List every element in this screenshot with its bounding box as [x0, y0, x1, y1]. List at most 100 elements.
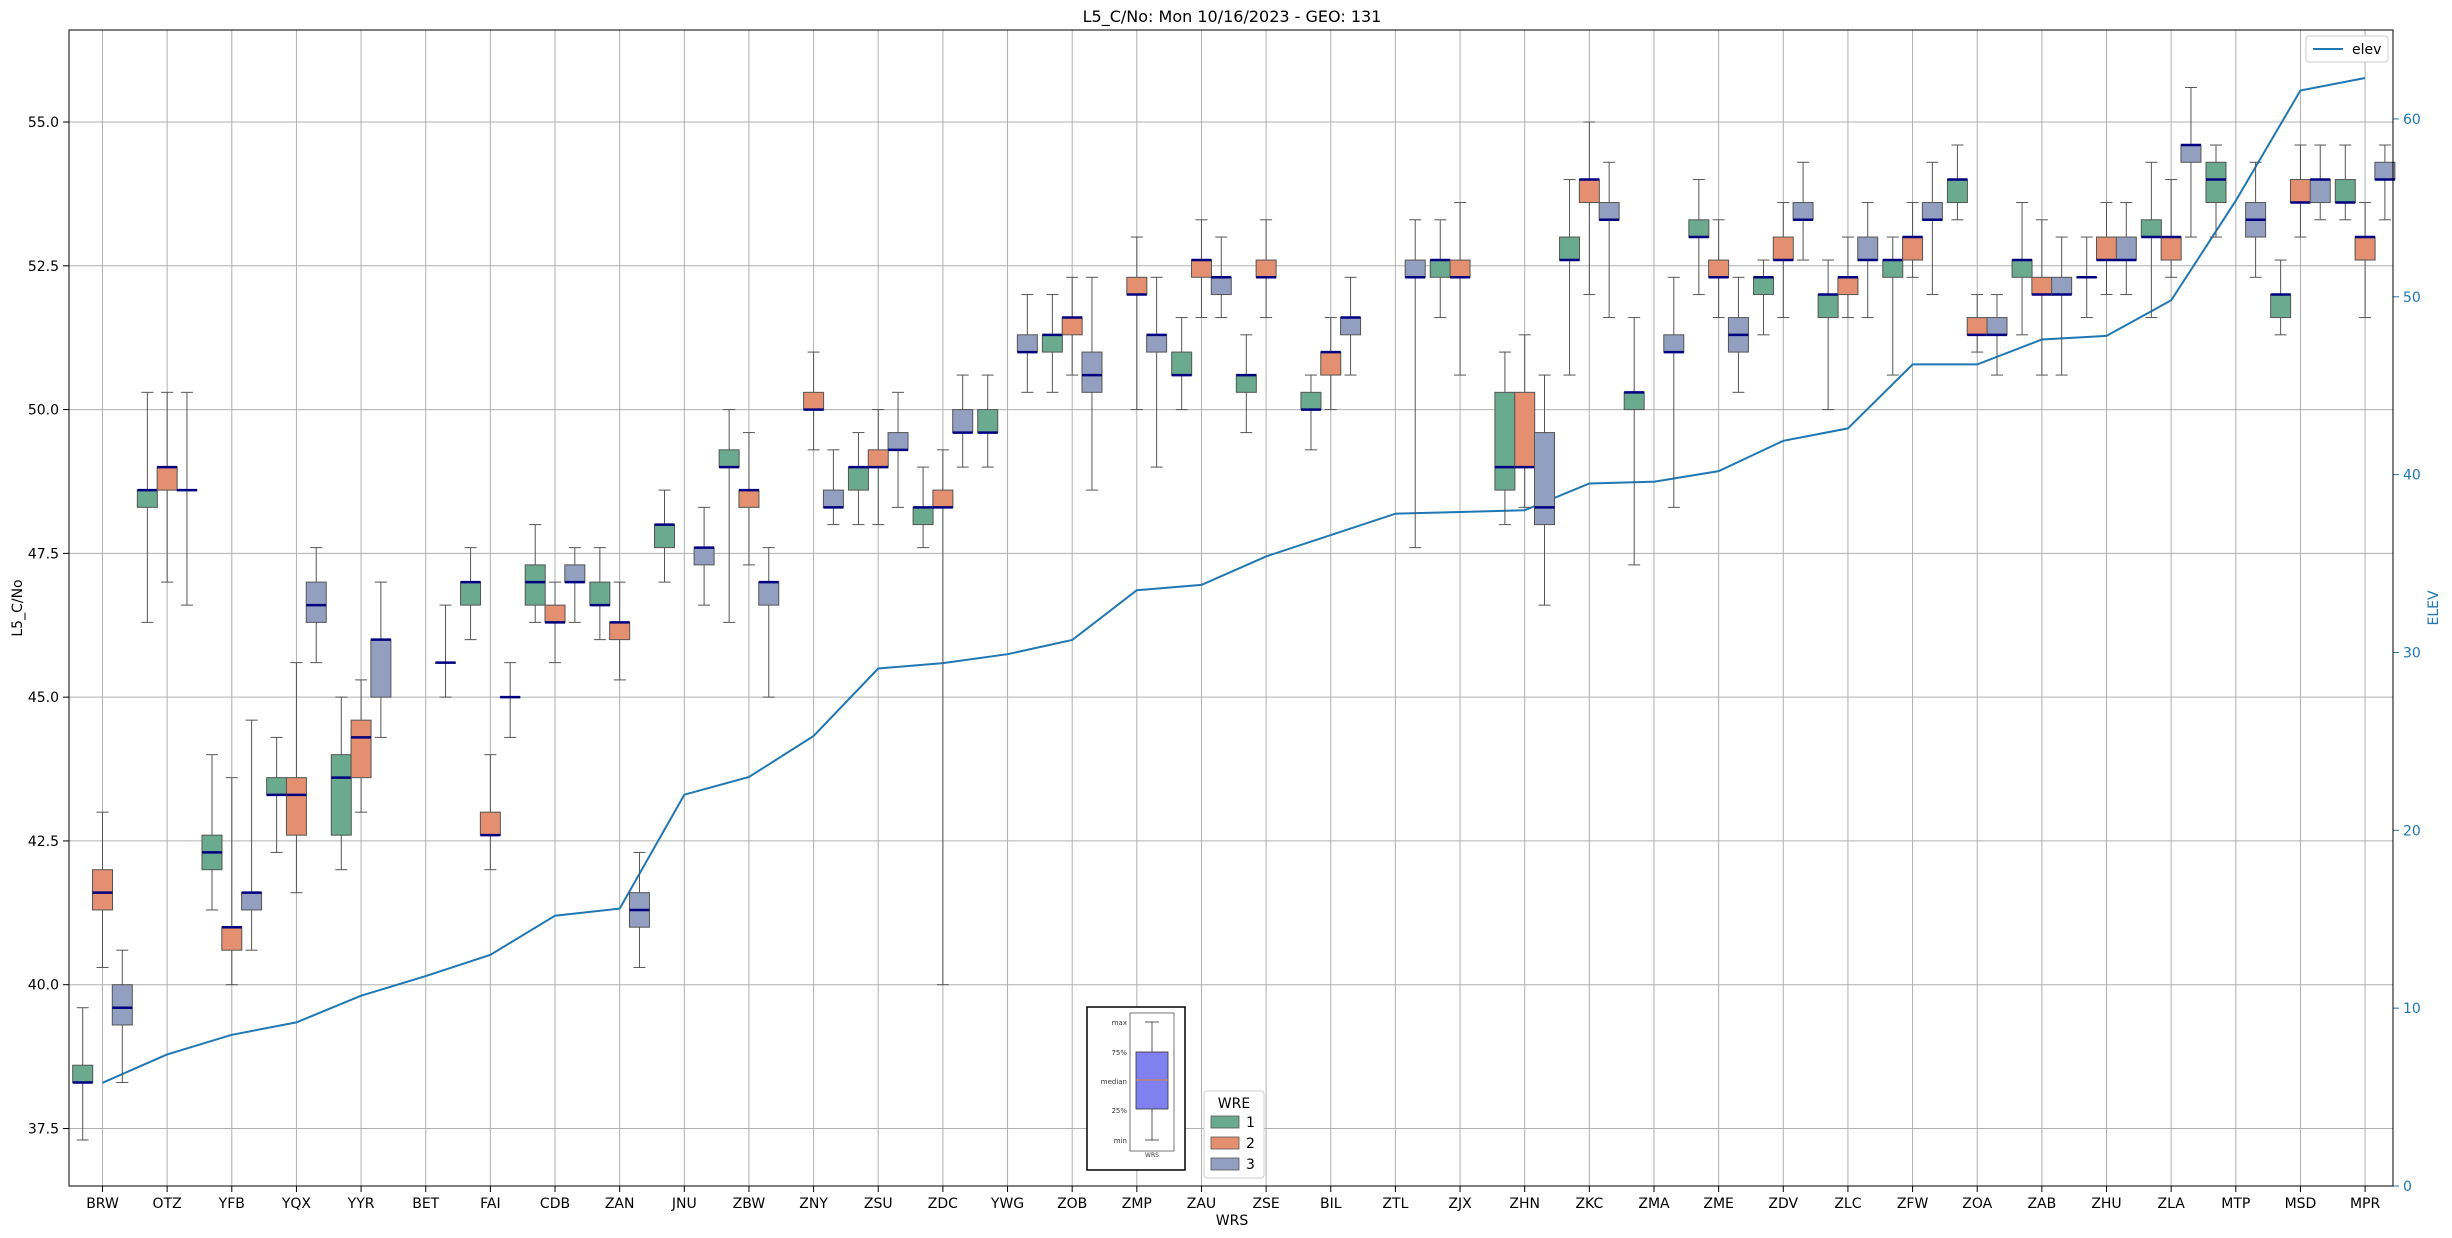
box-plot	[2140, 161, 2162, 319]
box-plot	[1210, 236, 1232, 319]
x-tick-label: BRW	[86, 1196, 119, 1212]
box	[1921, 202, 1943, 221]
x-tick-label: BET	[412, 1196, 439, 1212]
box-plot	[803, 351, 825, 451]
box-plot	[2031, 219, 2053, 376]
box-plot	[952, 374, 974, 468]
box	[887, 432, 909, 451]
box	[1559, 236, 1581, 261]
box	[589, 581, 611, 606]
box	[1449, 259, 1471, 278]
y-tick-label: 47.5	[28, 546, 59, 562]
box	[1235, 374, 1257, 393]
box	[2180, 144, 2202, 163]
box	[1772, 236, 1794, 261]
y-axis-label: L5_C/No	[10, 579, 26, 636]
x-tick-label: JNU	[671, 1196, 697, 1212]
box	[1494, 391, 1516, 491]
box-plot	[887, 391, 909, 508]
box	[1663, 334, 1685, 353]
box	[2115, 236, 2137, 261]
elev-series-line	[102, 77, 2366, 1084]
box	[1752, 276, 1774, 296]
box	[564, 564, 586, 583]
box	[156, 466, 178, 491]
box	[2289, 179, 2311, 204]
box	[654, 524, 676, 549]
box	[1578, 179, 1600, 204]
x-tick-label: FAI	[480, 1196, 500, 1212]
box	[1688, 219, 1710, 238]
key-label: 75%	[1111, 1049, 1127, 1057]
box	[479, 811, 501, 836]
box	[1429, 259, 1451, 278]
y2-tick-label: 20	[2403, 823, 2421, 839]
box-plot	[544, 581, 566, 664]
box-plot	[2160, 179, 2182, 278]
x-tick-label: ZLA	[2158, 1196, 2186, 1212]
box	[330, 754, 352, 836]
key-label: min	[1114, 1137, 1127, 1145]
box-plot	[1126, 236, 1148, 411]
legend-swatch	[1210, 1157, 1240, 1171]
box-plot	[718, 409, 740, 623]
y-tick-label: 52.5	[28, 259, 59, 275]
box-plot	[1300, 374, 1322, 451]
box-plot	[847, 432, 869, 526]
box-plot	[350, 679, 372, 813]
box	[1404, 259, 1426, 278]
box	[1986, 317, 2008, 336]
box	[1792, 202, 1814, 221]
box	[847, 466, 869, 491]
legend-swatch	[1210, 1136, 1240, 1150]
box	[1255, 259, 1277, 278]
x-tick-label: ZOB	[1057, 1196, 1087, 1212]
box	[977, 409, 999, 434]
box-plot	[1514, 334, 1536, 508]
box-plot	[1340, 276, 1362, 376]
box-plot	[2309, 144, 2331, 221]
box	[2354, 236, 2376, 261]
box	[1061, 317, 1083, 336]
box-plot	[564, 547, 586, 623]
box	[350, 719, 372, 779]
box	[2374, 161, 2396, 181]
box	[693, 547, 715, 566]
x-tick-label: ZJX	[1448, 1196, 1472, 1212]
box	[221, 926, 243, 951]
box	[932, 489, 954, 508]
box-key: max 75% median 25% min WRS	[1086, 1006, 1186, 1171]
box-plot	[1966, 294, 1988, 353]
box-plot	[241, 719, 263, 951]
key-inner-frame	[1129, 1012, 1175, 1152]
box-plot	[435, 604, 457, 698]
legend-label: 3	[1246, 1157, 1255, 1173]
box-plot	[1837, 236, 1859, 319]
legend-frame	[2305, 35, 2389, 63]
box-plot	[654, 489, 676, 583]
axes: 37.5 40.0 42.5 45.0 47.5 50.0 52.5 55.0 BRW OTZ YF…	[28, 29, 2421, 1212]
box-plot	[524, 524, 546, 623]
box	[912, 506, 934, 526]
box-plot	[156, 391, 178, 583]
box	[1966, 317, 1988, 336]
box	[1902, 236, 1924, 261]
box-plot	[370, 581, 392, 738]
box	[1514, 391, 1536, 468]
box-plot	[1320, 317, 1342, 411]
box	[2205, 161, 2227, 204]
x-tick-label: ZLC	[1834, 1196, 1861, 1212]
box-plot	[111, 949, 133, 1083]
box-plot	[2051, 236, 2073, 376]
box	[758, 581, 780, 606]
x-tick-label: YFB	[218, 1196, 245, 1212]
box-plot	[1623, 317, 1645, 566]
x-tick-label: OTZ	[153, 1196, 182, 1212]
legend-line-label: elev	[2352, 42, 2381, 58]
box-plot	[1986, 294, 2008, 376]
y2-tick-label: 0	[2403, 1179, 2412, 1195]
x-tick-label: YYR	[347, 1196, 375, 1212]
key-label: max	[1112, 1019, 1127, 1027]
